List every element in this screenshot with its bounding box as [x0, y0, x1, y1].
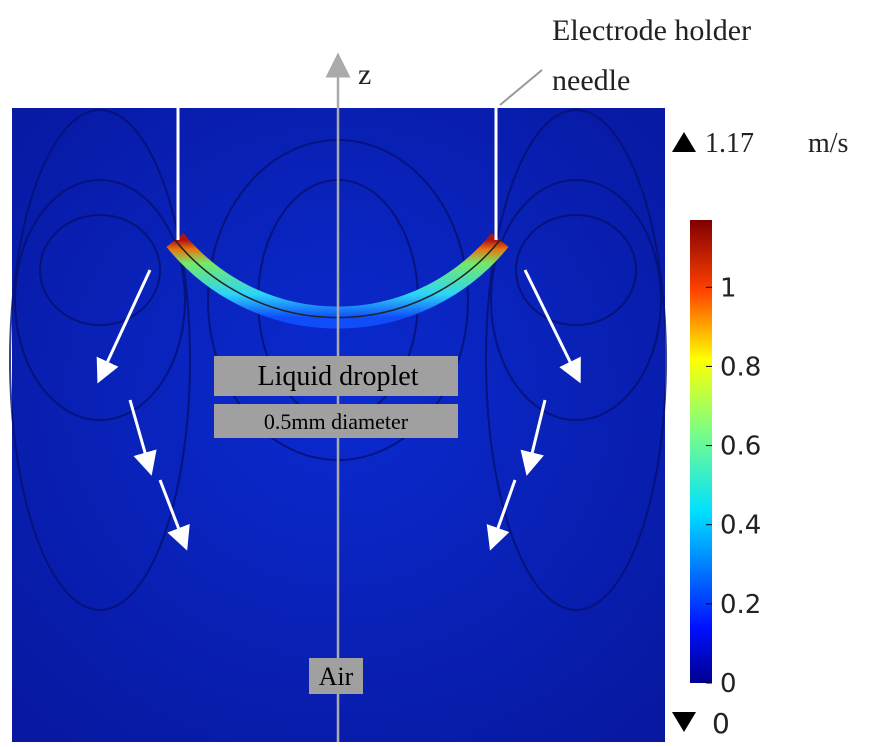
- colorbar-tick-label: 0: [720, 669, 737, 699]
- colorbar-tick-label: 1: [720, 273, 737, 303]
- needles: [176, 108, 498, 240]
- air-label: Air: [319, 662, 354, 691]
- droplet-size-label: 0.5mm diameter: [264, 409, 409, 434]
- unit: m/s: [808, 128, 848, 159]
- field-plot: z Liquid droplet 0.5mm diameter Air: [9, 52, 667, 742]
- z-axis-label: z: [358, 58, 371, 91]
- needle-pointer: [499, 69, 543, 106]
- needle-label: Electrode holder: [552, 14, 751, 47]
- colorbar-gradient: [690, 220, 712, 683]
- colorbar-tick-label: 0.4: [720, 511, 761, 541]
- colorbar-tick-label: 0.8: [720, 352, 761, 382]
- label-bg: [214, 356, 458, 396]
- velocity-arrows: [96, 269, 581, 551]
- max-value: 1.17: [705, 128, 754, 159]
- label-bg: [214, 404, 458, 438]
- colorbar: 1.17 m/s 0 1 0.8 0.6 0.4 0.2 0: [672, 128, 848, 740]
- min-marker: [672, 712, 696, 732]
- min-value: 0: [712, 707, 730, 740]
- label-bg: [309, 658, 363, 694]
- needle-label: needle: [552, 64, 630, 97]
- droplet-label: Liquid droplet: [258, 361, 419, 392]
- max-marker: [672, 132, 696, 152]
- colorbar-tick-label: 0.6: [720, 432, 761, 462]
- colorbar-tick-label: 0.2: [720, 590, 761, 620]
